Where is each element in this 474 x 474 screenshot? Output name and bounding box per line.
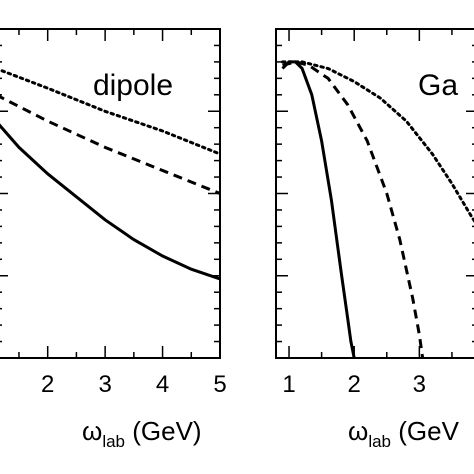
x-tick-label: 4 (156, 371, 169, 398)
x-axis-label: ωlab (GeV) (82, 416, 202, 451)
series-line-solid (0, 123, 220, 281)
x-tick-label: 3 (413, 371, 426, 398)
series-line-dashed (282, 60, 425, 358)
series-line-dotted (281, 60, 474, 224)
x-axis-label: ωlab (GeV (348, 416, 460, 451)
panel-gaussian: 1 2 3 ωlab (GeV Ga (275, 28, 474, 451)
panel-dipole: 2 3 4 5 ωlab (GeV) dipole (0, 28, 227, 451)
x-tick-label: 3 (98, 371, 111, 398)
x-tick-label: 2 (348, 371, 361, 398)
series-line-dotted (0, 68, 220, 156)
series-line-solid (281, 60, 356, 358)
panel-annotation: dipole (93, 69, 173, 102)
x-tick-label: 2 (41, 371, 54, 398)
panel-annotation: Ga (418, 69, 458, 102)
series-line-dashed (0, 95, 220, 195)
x-tick-label: 1 (282, 371, 295, 398)
x-tick-label: 5 (213, 371, 226, 398)
